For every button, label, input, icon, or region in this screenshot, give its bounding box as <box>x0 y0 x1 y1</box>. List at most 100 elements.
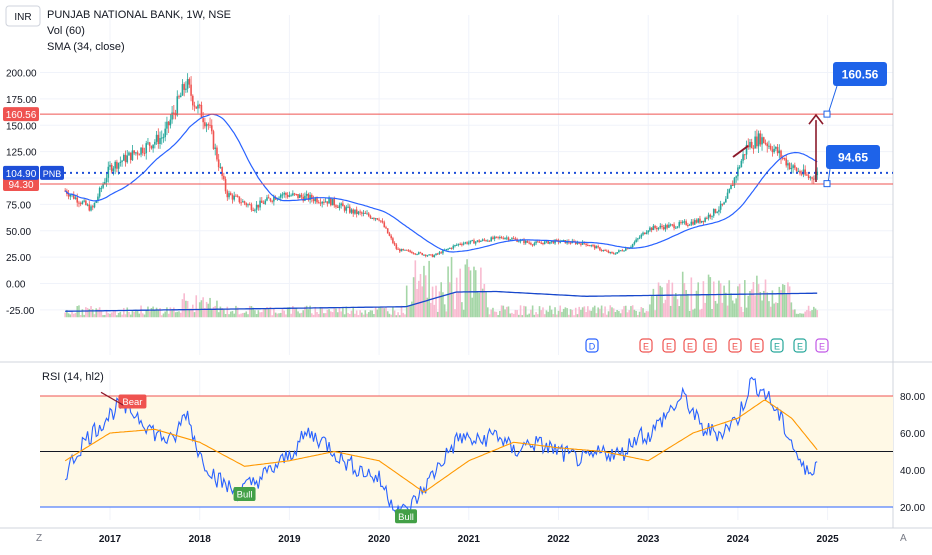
volume-bar <box>721 302 724 318</box>
volume-bar <box>128 311 130 318</box>
rsi-label[interactable]: RSI (14, hl2) <box>42 371 104 383</box>
event-marker-label: E <box>797 342 803 352</box>
candle-body <box>102 184 104 188</box>
rsi-band <box>40 395 893 508</box>
candle-body <box>778 150 781 154</box>
volume-bar <box>745 307 748 318</box>
volume-bar <box>380 307 382 318</box>
rsi-tick-label: 60.00 <box>900 429 925 440</box>
volume-bar <box>371 310 373 318</box>
volume-bar <box>393 310 396 318</box>
volume-bar <box>171 310 173 318</box>
candle-body <box>411 251 413 254</box>
candle-body <box>685 221 687 225</box>
volume-bar <box>792 309 794 318</box>
footer-right-button[interactable]: A <box>900 533 907 544</box>
candle-body <box>512 238 515 240</box>
indicator-vol[interactable]: Vol (60) <box>47 25 85 37</box>
candle-body <box>780 150 782 158</box>
volume-bar <box>576 314 579 318</box>
candle-body <box>412 253 415 255</box>
candle-body <box>790 167 793 170</box>
currency-button[interactable] <box>5 5 41 27</box>
volume-bar <box>776 303 779 318</box>
event-marker-label: E <box>643 342 649 352</box>
candle-body <box>167 121 170 126</box>
candle-body <box>326 201 329 204</box>
candle-body <box>311 195 313 200</box>
volume-bar <box>323 313 325 318</box>
volume-bars <box>64 256 819 318</box>
indicator-sma[interactable]: SMA (34, close) <box>47 41 125 53</box>
price-tick-label: 25.00 <box>6 253 31 264</box>
candle-body <box>197 104 199 109</box>
volume-bar <box>409 305 411 318</box>
volume-bar <box>695 290 698 318</box>
volume-bar <box>797 313 800 318</box>
price-tag <box>3 165 39 180</box>
candle-body <box>471 240 474 242</box>
volume-bar <box>611 307 613 318</box>
candle-body <box>366 213 368 215</box>
volume-bar <box>735 298 737 318</box>
candle-body <box>266 197 268 201</box>
event-marker-label: D <box>589 342 596 352</box>
candle-body <box>424 254 427 256</box>
volume-bar <box>740 306 743 318</box>
candle-body <box>255 204 258 210</box>
candle-body <box>285 192 287 195</box>
volume-bar <box>228 314 230 318</box>
volume-bar <box>250 306 253 318</box>
candle-body <box>135 152 137 154</box>
volume-bar <box>562 308 565 318</box>
volume-bar <box>150 307 153 318</box>
candle-body <box>121 160 123 162</box>
volume-bar <box>304 306 306 318</box>
volume-bar <box>126 307 129 318</box>
candle-body <box>91 206 94 208</box>
candle-body <box>476 240 479 242</box>
event-marker <box>683 338 697 353</box>
volume-bar <box>412 277 415 318</box>
candle-body <box>83 200 85 202</box>
candle-body <box>200 104 203 119</box>
volume-bar <box>716 303 718 318</box>
candle-body <box>578 242 580 244</box>
volume-bar <box>129 314 132 318</box>
candle-body <box>335 205 337 207</box>
volume-bar <box>105 309 108 318</box>
callout-box <box>833 62 887 86</box>
candle-body <box>666 225 668 228</box>
volume-bar <box>104 314 106 318</box>
price-tag-label: 94.30 <box>8 180 33 191</box>
candle-body <box>552 241 555 244</box>
volume-bar <box>245 311 248 318</box>
candle-body <box>286 194 289 197</box>
candle-body <box>695 220 698 223</box>
volume-bar <box>504 309 506 318</box>
volume-bar <box>212 306 215 318</box>
candle-body <box>138 154 141 156</box>
volume-bar <box>469 270 472 318</box>
candle-body <box>159 138 161 144</box>
candle-body <box>264 200 267 204</box>
volume-bar <box>771 290 774 318</box>
candle-body <box>336 206 339 208</box>
candle-body <box>602 250 605 252</box>
footer-left-button[interactable]: Z <box>36 533 42 544</box>
volume-bar <box>292 305 294 318</box>
volume-bar <box>813 306 815 318</box>
volume-bar <box>145 309 148 318</box>
candle-body <box>638 237 641 239</box>
volume-bar <box>107 313 110 318</box>
candle-body <box>483 239 486 241</box>
volume-bar <box>747 295 750 318</box>
candle-body <box>209 124 211 126</box>
candle-body <box>531 244 534 246</box>
volume-bar <box>95 308 97 318</box>
candle-body <box>261 200 263 203</box>
candle-body <box>97 196 99 201</box>
volume-bar <box>485 291 487 318</box>
